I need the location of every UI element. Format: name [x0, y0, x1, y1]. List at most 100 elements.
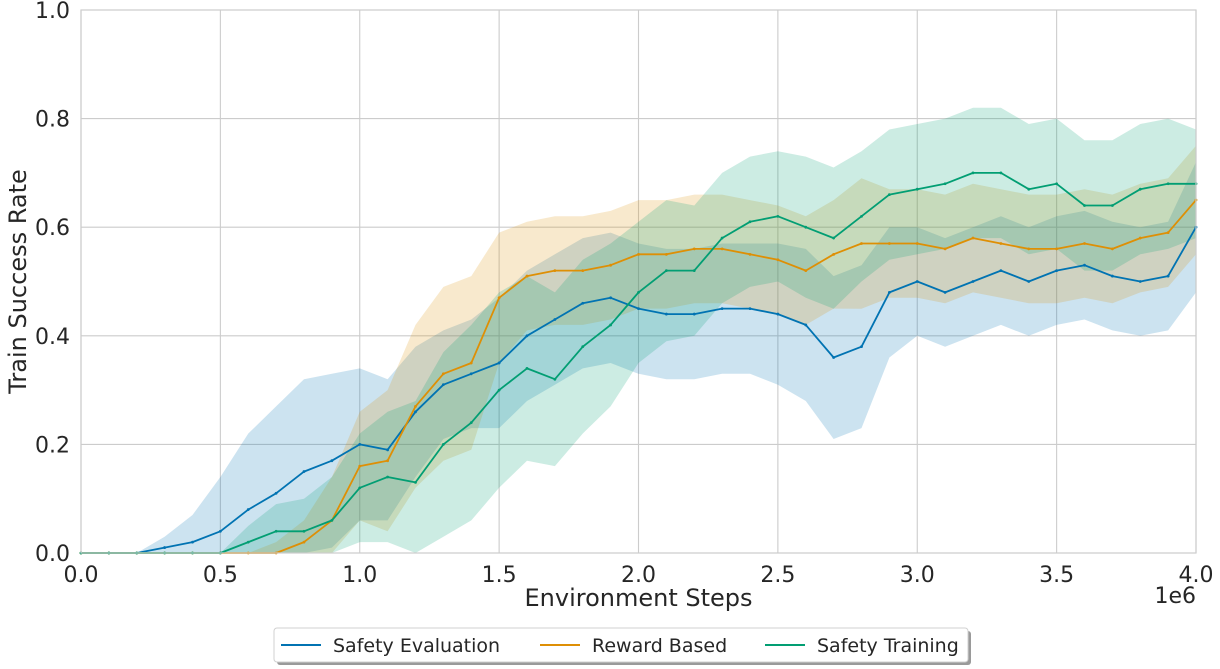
safety-training-point	[748, 220, 752, 224]
safety-training-point	[386, 475, 390, 479]
y-axis-ticks: 0.0 0.2 0.4 0.6 0.8 1.0	[35, 0, 70, 567]
x-tick-label: 0.0	[64, 563, 99, 588]
safety-training-point	[860, 214, 863, 218]
safety-evaluation-point	[469, 372, 473, 376]
reward-based-band	[81, 145, 1196, 554]
safety-training-point	[804, 225, 808, 229]
safety-training-point	[302, 529, 306, 533]
safety-evaluation-point	[692, 312, 696, 316]
reward-based-point	[637, 252, 640, 256]
x-axis-ticks: 0.0 0.5 1.0 1.5 2.0 2.5 3.0 3.5 4.0	[64, 563, 1214, 588]
safety-training-point	[1138, 187, 1142, 191]
x-tick-label: 2.5	[760, 563, 795, 588]
safety-training-point	[441, 443, 445, 446]
safety-training-point	[971, 171, 975, 175]
reward-based-point	[943, 247, 947, 251]
safety-evaluation-point	[1083, 263, 1086, 267]
safety-training-point	[1110, 204, 1114, 207]
plot-frame	[80, 9, 1197, 554]
reward-based-point	[609, 263, 613, 267]
safety-evaluation-point	[915, 280, 919, 283]
safety-evaluation-point	[274, 491, 278, 495]
y-tick-label: 1.0	[35, 0, 70, 24]
legend-label: Safety Training	[817, 635, 959, 657]
safety-evaluation-point	[525, 334, 529, 338]
safety-evaluation-point	[581, 301, 585, 305]
reward-based-point	[358, 464, 362, 468]
safety-training-point	[1027, 187, 1031, 191]
x-axis-offset-label: 1e6	[1154, 584, 1196, 609]
x-tick-label: 1.5	[482, 563, 517, 588]
y-tick-label: 0.8	[35, 108, 70, 133]
safety-training-point	[692, 269, 696, 273]
legend-label: Reward Based	[592, 635, 727, 657]
reward-based-point	[804, 269, 808, 273]
safety-evaluation-point	[191, 540, 194, 544]
safety-training-point	[664, 269, 668, 273]
safety-evaluation-point	[943, 290, 947, 294]
reward-based-point	[999, 242, 1003, 245]
x-tick-label: 1.0	[342, 563, 377, 588]
safety-training-point	[1055, 182, 1059, 186]
y-tick-label: 0.6	[35, 216, 70, 241]
y-tick-label: 0.0	[35, 542, 70, 567]
safety-training-point	[637, 290, 640, 294]
safety-evaluation-point	[887, 290, 891, 294]
x-tick-label: 3.5	[1039, 563, 1074, 588]
safety-evaluation-point	[330, 459, 334, 463]
safety-evaluation-point	[218, 529, 222, 533]
y-tick-label: 0.4	[35, 325, 70, 350]
reward-based-point	[386, 459, 390, 463]
safety-evaluation-point	[1166, 274, 1170, 278]
safety-training-point	[553, 377, 557, 381]
safety-training-point	[469, 421, 473, 425]
legend: Safety Evaluation Reward Based Safety Trai…	[273, 627, 971, 665]
safety-training-point	[915, 187, 919, 191]
reward-based-point	[692, 247, 696, 251]
safety-evaluation-point	[163, 546, 167, 549]
safety-training-point	[720, 236, 724, 240]
legend-box	[273, 627, 969, 663]
reward-based-point	[1027, 247, 1031, 251]
safety-evaluation-point	[302, 470, 306, 473]
safety-training-point	[330, 519, 334, 522]
safety-evaluation-point	[1138, 280, 1142, 283]
confidence-bands	[81, 107, 1196, 554]
y-axis-label: Train Success Rate	[4, 169, 32, 394]
safety-training-point	[358, 486, 362, 490]
safety-training-point	[581, 345, 585, 349]
reward-based-point	[720, 247, 724, 251]
reward-based-point	[1083, 242, 1086, 245]
safety-evaluation-band	[81, 162, 1196, 553]
safety-evaluation-point	[1110, 274, 1114, 278]
reward-based-point	[497, 296, 501, 300]
reward-based-point	[915, 242, 919, 245]
safety-evaluation-point	[720, 307, 724, 311]
safety-evaluation-point	[832, 356, 836, 359]
safety-evaluation-point	[860, 345, 863, 349]
reward-based-point	[581, 269, 585, 273]
x-tick-label: 4.0	[1179, 563, 1214, 588]
reward-based-point	[302, 540, 306, 544]
safety-training-point	[943, 182, 947, 186]
safety-evaluation-point	[1027, 280, 1031, 283]
safety-training-point	[776, 214, 780, 218]
reward-based-point	[1166, 231, 1170, 235]
reward-based-point	[887, 242, 891, 245]
x-tick-label: 2.0	[621, 563, 656, 588]
x-axis-label: Environment Steps	[524, 584, 752, 612]
reward-based-point	[971, 236, 975, 240]
reward-based-point	[553, 269, 557, 273]
reward-based-point	[414, 404, 417, 408]
safety-evaluation-point	[609, 296, 613, 300]
safety-training-point	[525, 366, 529, 370]
safety-evaluation-point	[664, 312, 668, 316]
safety-evaluation-point	[441, 383, 445, 387]
safety-evaluation-point	[999, 269, 1003, 273]
safety-training-point	[609, 323, 613, 327]
safety-evaluation-point	[1055, 269, 1059, 273]
safety-training-point	[497, 388, 501, 392]
safety-evaluation-point	[358, 443, 362, 446]
reward-based-point	[832, 252, 836, 256]
